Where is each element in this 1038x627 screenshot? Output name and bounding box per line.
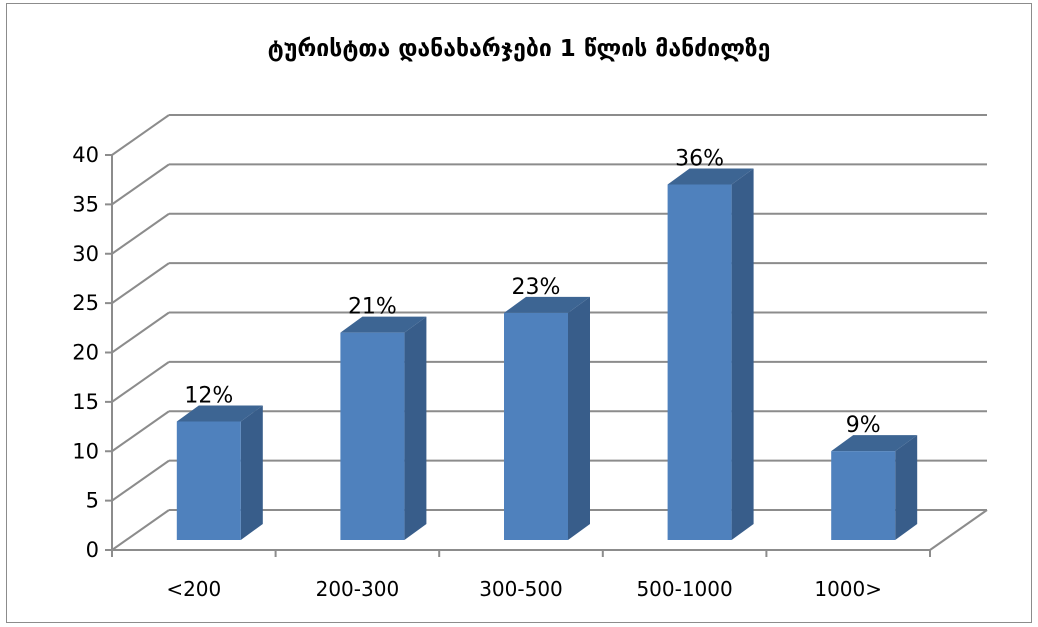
grid-diagonal xyxy=(111,114,170,156)
bar-side xyxy=(404,316,427,540)
x-category-label: <200 xyxy=(166,577,221,601)
bar-top xyxy=(340,316,427,333)
y-tick-label: 25 xyxy=(72,291,99,315)
bar-top xyxy=(176,405,263,422)
axes: 0 5 10 15 20 25 30 35 40 xyxy=(72,143,931,562)
grid-diagonal xyxy=(111,163,170,206)
grid-diagonal xyxy=(111,410,170,453)
x-category-label: 300-500 xyxy=(479,577,563,601)
bars xyxy=(176,168,918,540)
y-tick-label: 30 xyxy=(72,242,99,266)
grid-diagonal xyxy=(111,361,170,403)
chart-title: ტურისტთა დანახარჯები 1 წლის მანძილზე xyxy=(267,36,771,62)
bar xyxy=(667,168,754,540)
bar-side xyxy=(731,168,754,540)
y-tick-label: 40 xyxy=(72,143,99,167)
bar-side xyxy=(240,405,263,540)
x-category-label: 1000> xyxy=(814,577,882,601)
bar-front xyxy=(176,421,241,540)
labels: 12% <200 21% 200-300 23% 300-500 36% 500-1000 9%… xyxy=(166,147,882,602)
data-label: 36% xyxy=(675,147,724,172)
y-tick-label: 35 xyxy=(72,192,99,216)
floor-right-edge xyxy=(929,509,988,551)
data-label: 12% xyxy=(184,384,233,409)
bar-front xyxy=(504,312,568,540)
bar xyxy=(504,296,590,540)
bar-side xyxy=(568,296,590,540)
grid-diagonal xyxy=(111,311,170,354)
bar-front xyxy=(667,184,732,540)
x-category-label: 500-1000 xyxy=(636,577,732,601)
y-tick-label: 15 xyxy=(72,390,99,414)
y-tick-label: 10 xyxy=(72,439,99,463)
bar-top xyxy=(667,168,754,185)
grid-diagonal xyxy=(111,212,170,255)
data-label: 23% xyxy=(512,275,561,300)
bar-top xyxy=(831,435,918,452)
bar-side xyxy=(895,435,918,540)
y-tick-label: 0 xyxy=(86,538,99,562)
bar xyxy=(176,405,263,540)
bar-front xyxy=(831,451,896,540)
bar-top xyxy=(504,296,590,313)
bar-front xyxy=(340,332,405,540)
bar xyxy=(831,435,918,540)
y-tick-label: 20 xyxy=(72,341,99,365)
data-label: 21% xyxy=(348,295,397,320)
x-category-label: 200-300 xyxy=(316,577,400,601)
y-tick-label: 5 xyxy=(86,489,99,513)
grid-diagonal xyxy=(111,459,170,502)
grid-diagonal xyxy=(111,509,170,551)
grid-diagonal xyxy=(111,262,170,304)
bar xyxy=(340,316,427,540)
data-label: 9% xyxy=(846,413,881,438)
